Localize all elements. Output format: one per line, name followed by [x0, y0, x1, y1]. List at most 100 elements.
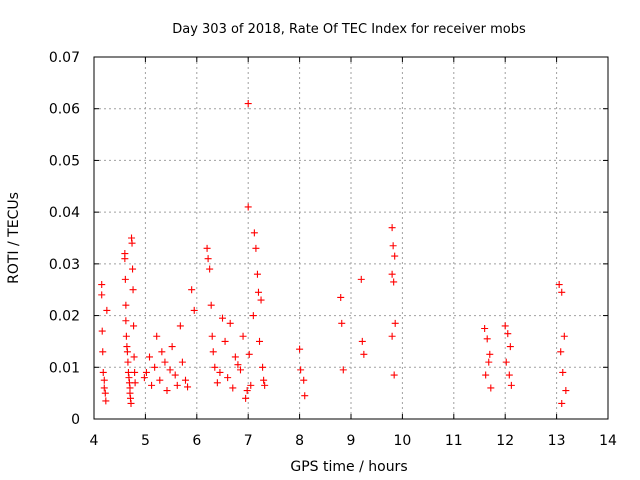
data-point [481, 325, 489, 332]
data-point [254, 288, 262, 296]
data-point [486, 350, 494, 358]
data-point [156, 376, 164, 384]
data-point [124, 358, 132, 366]
data-point [301, 392, 309, 400]
y-tick-label: 0.01 [49, 360, 80, 376]
data-point [231, 353, 239, 361]
data-point [502, 358, 510, 366]
data-point [178, 358, 186, 366]
data-point [184, 383, 192, 391]
axis-ticks [93, 56, 609, 420]
data-point [129, 286, 137, 294]
data-point [297, 366, 305, 374]
data-point [485, 358, 493, 366]
data-point [151, 363, 159, 371]
data-point [388, 224, 396, 232]
data-point [562, 387, 570, 395]
data-point [391, 319, 399, 327]
data-point [219, 314, 226, 322]
data-point [245, 350, 253, 358]
y-tick-label: 0.02 [49, 309, 80, 325]
data-point [98, 327, 106, 335]
y-axis-label: ROTI / TECUs [6, 192, 22, 284]
data-point [249, 312, 257, 320]
data-point [130, 322, 138, 330]
data-point [127, 399, 135, 407]
data-point [166, 366, 174, 374]
data-point [560, 332, 568, 340]
data-point [357, 275, 365, 283]
data-point [338, 319, 346, 327]
x-tick-label: 6 [192, 433, 201, 449]
data-point [122, 301, 130, 309]
data-point [236, 366, 244, 374]
data-point [229, 384, 237, 392]
data-point [482, 371, 490, 379]
data-point [122, 317, 130, 325]
data-point [226, 319, 234, 327]
data-point [391, 252, 399, 260]
data-point [208, 332, 216, 340]
data-point [204, 255, 212, 263]
data-point [242, 394, 250, 402]
data-point [243, 387, 251, 395]
data-point [259, 363, 267, 371]
data-point [207, 301, 215, 309]
data-point [123, 348, 131, 356]
data-point [253, 270, 261, 278]
data-point [209, 348, 217, 356]
data-point [98, 281, 106, 289]
data-point [501, 322, 509, 330]
data-point [239, 332, 247, 340]
data-point [211, 363, 219, 371]
data-point [558, 288, 566, 296]
grid [94, 57, 608, 419]
data-point [146, 353, 154, 361]
data-point [213, 379, 221, 387]
data-point [99, 368, 107, 376]
y-tick-label: 0.04 [49, 205, 80, 221]
data-point [130, 353, 138, 361]
data-point [206, 265, 214, 273]
data-point [142, 368, 150, 376]
y-tick-label: 0.07 [49, 50, 80, 66]
data-point [158, 348, 166, 356]
data-point [389, 242, 397, 250]
data-point [188, 286, 196, 294]
data-point [163, 387, 171, 395]
data-point [203, 244, 211, 252]
data-point [557, 348, 565, 356]
data-point [487, 384, 495, 392]
data-point [256, 337, 264, 345]
data-point [260, 376, 268, 384]
x-tick-label: 8 [295, 433, 304, 449]
y-tick-label: 0.06 [49, 102, 80, 118]
data-point [181, 376, 189, 384]
data-point [190, 306, 198, 314]
data-point [153, 332, 161, 340]
x-tick-label: 11 [445, 433, 463, 449]
x-tick-label: 7 [244, 433, 253, 449]
data-point [103, 306, 111, 314]
x-tick-label: 5 [141, 433, 150, 449]
data-point [300, 376, 308, 384]
data-point [131, 379, 139, 387]
x-tick-label: 14 [599, 433, 617, 449]
data-point [161, 358, 169, 366]
data-point [390, 278, 398, 286]
data-point [358, 337, 366, 345]
tick-labels: 4 5 6 7 8 9 10 11 12 13 14 0 0.01 0.02 0.03 0.04 0.05 0.0… [49, 50, 617, 449]
data-point [252, 244, 260, 252]
data-point [99, 348, 107, 356]
data-point [100, 376, 108, 384]
x-tick-label: 10 [393, 433, 411, 449]
data-point [173, 381, 181, 389]
data-point [122, 332, 130, 340]
data-point [390, 371, 398, 379]
x-tick-label: 9 [347, 433, 356, 449]
y-tick-label: 0 [71, 412, 80, 428]
data-point [129, 265, 137, 273]
data-point [98, 291, 106, 299]
y-tick-label: 0.03 [49, 257, 80, 273]
